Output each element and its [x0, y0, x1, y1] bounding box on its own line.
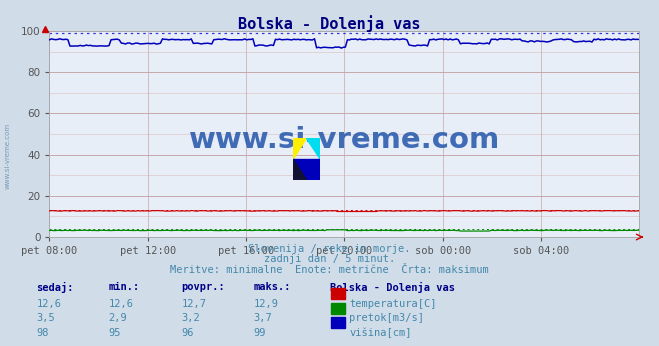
Text: 96: 96	[181, 328, 194, 338]
Text: 99: 99	[254, 328, 266, 338]
Polygon shape	[306, 138, 320, 159]
Text: povpr.:: povpr.:	[181, 282, 225, 292]
Text: 3,2: 3,2	[181, 313, 200, 323]
Text: 2,9: 2,9	[109, 313, 127, 323]
Polygon shape	[293, 138, 306, 159]
Text: 12,6: 12,6	[36, 299, 61, 309]
Text: Bolska - Dolenja vas: Bolska - Dolenja vas	[239, 16, 420, 33]
Text: 3,7: 3,7	[254, 313, 272, 323]
Text: sedaj:: sedaj:	[36, 282, 74, 293]
Text: 12,7: 12,7	[181, 299, 206, 309]
Text: temperatura[C]: temperatura[C]	[349, 299, 437, 309]
Polygon shape	[293, 159, 320, 180]
Text: min.:: min.:	[109, 282, 140, 292]
Text: Slovenija / reke in morje.: Slovenija / reke in morje.	[248, 244, 411, 254]
Polygon shape	[293, 159, 306, 180]
Text: Bolska - Dolenja vas: Bolska - Dolenja vas	[330, 282, 455, 293]
Text: Meritve: minimalne  Enote: metrične  Črta: maksimum: Meritve: minimalne Enote: metrične Črta:…	[170, 265, 489, 275]
Text: 98: 98	[36, 328, 49, 338]
Text: višina[cm]: višina[cm]	[349, 328, 412, 338]
Text: maks.:: maks.:	[254, 282, 291, 292]
Text: zadnji dan / 5 minut.: zadnji dan / 5 minut.	[264, 254, 395, 264]
Text: www.si-vreme.com: www.si-vreme.com	[5, 122, 11, 189]
Text: www.si-vreme.com: www.si-vreme.com	[188, 126, 500, 154]
Text: 95: 95	[109, 328, 121, 338]
Text: 3,5: 3,5	[36, 313, 55, 323]
Text: pretok[m3/s]: pretok[m3/s]	[349, 313, 424, 323]
Text: 12,9: 12,9	[254, 299, 279, 309]
Text: 12,6: 12,6	[109, 299, 134, 309]
